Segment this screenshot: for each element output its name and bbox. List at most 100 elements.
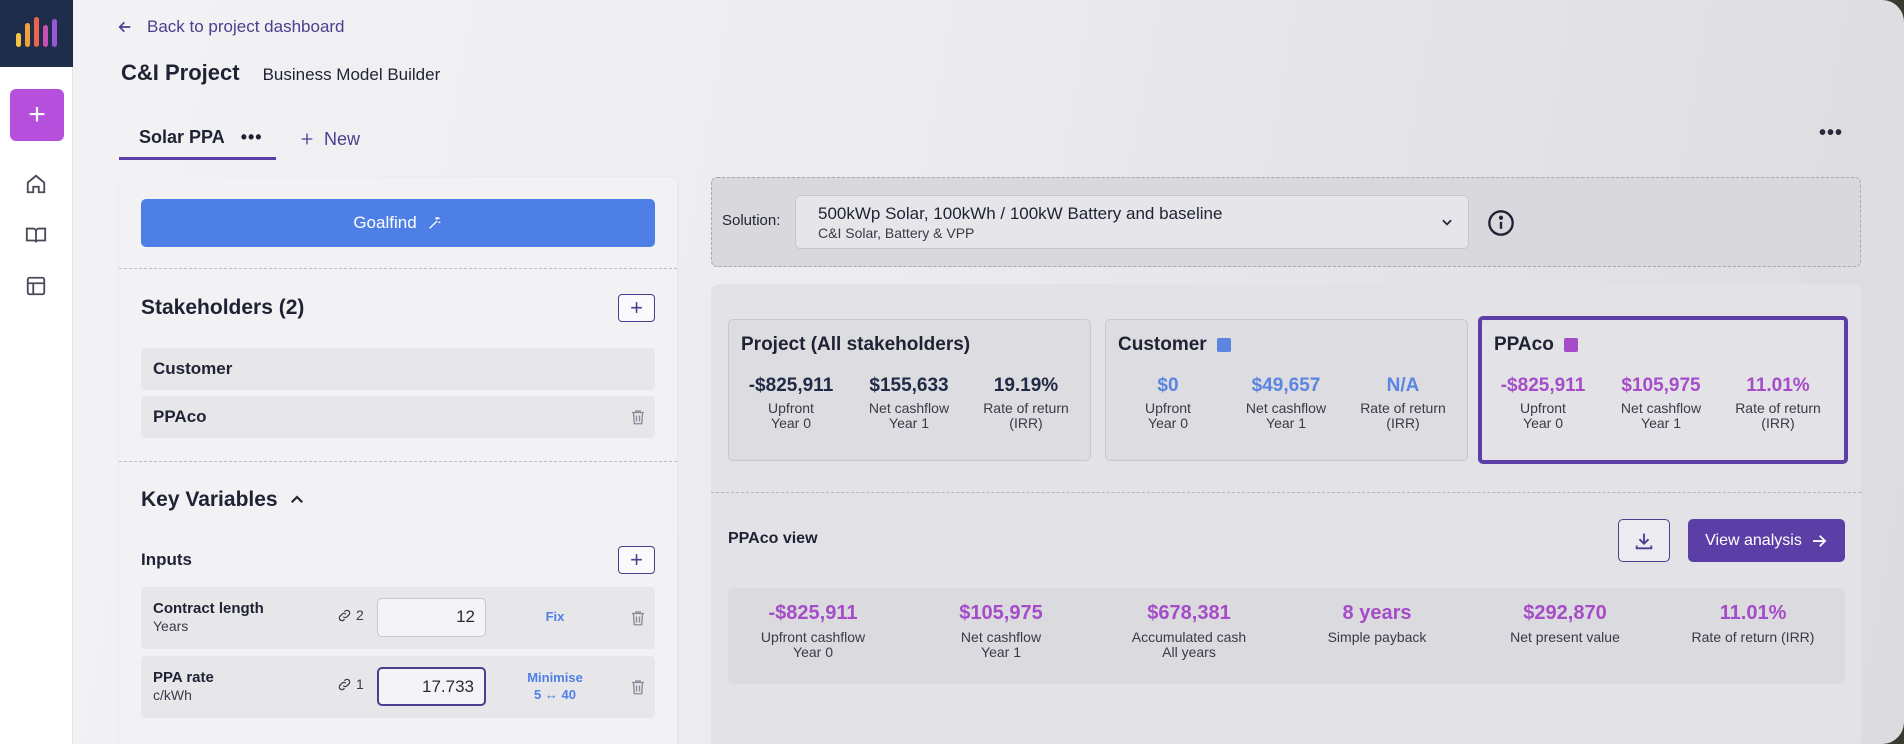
arrow-left-icon (118, 21, 131, 33)
contract-length-input[interactable]: 12 (377, 598, 486, 637)
trash-icon[interactable] (629, 677, 647, 697)
summary-label: Simple payback (1327, 629, 1427, 645)
tab-solar-ppa[interactable]: Solar PPA ••• (119, 118, 276, 160)
create-new-button[interactable]: + (10, 89, 64, 141)
metric-value: $0 (1157, 375, 1179, 396)
metric-value: $49,657 (1251, 375, 1321, 396)
view-title: PPAco view (728, 530, 818, 547)
inputs-title: Inputs (141, 550, 192, 569)
chevron-down-icon (1442, 219, 1452, 226)
metric-value: -$825,911 (1500, 375, 1586, 396)
more-options-icon[interactable]: ••• (1819, 122, 1844, 144)
stakeholder-card-customer[interactable]: Customer $0 Upfront Year 0 $49,657 Net ca… (1105, 319, 1468, 461)
stakeholder-row-ppaco[interactable]: PPAco (141, 396, 655, 438)
metric-label: Net cashflow Year 1 (868, 400, 950, 431)
add-stakeholder-button[interactable]: + (618, 294, 655, 322)
variable-row-contract-length: Contract length Years 2 12 Fix (141, 587, 655, 649)
summary-simple-payback: 8 years Simple payback (1292, 602, 1462, 645)
metric-label: Upfront Year 0 (768, 400, 814, 431)
stakeholder-card-project[interactable]: Project (All stakeholders) -$825,911 Upf… (728, 319, 1091, 461)
summary-value: 11.01% (1719, 602, 1787, 624)
new-tab-label: New (324, 128, 361, 149)
mode-label: Minimise (527, 670, 583, 685)
variable-row-ppa-rate: PPA rate c/kWh 1 17.733 Minimise 5 ↔ 40 (141, 656, 655, 718)
variable-links[interactable]: 1 (337, 676, 364, 692)
summary-irr: 11.01% Rate of return (IRR) (1668, 602, 1838, 645)
mode-label: Fix (545, 609, 565, 624)
results-card: Project (All stakeholders) -$825,911 Upf… (711, 284, 1861, 744)
color-swatch (1563, 338, 1578, 352)
link-icon (338, 609, 351, 621)
goalfind-button[interactable]: Goalfind (141, 199, 655, 247)
book-icon[interactable] (23, 222, 49, 248)
variable-mode-fix[interactable]: Fix (513, 609, 597, 624)
solution-bar: Solution: 500kWp Solar, 100kWh / 100kW B… (711, 177, 1861, 267)
variable-links[interactable]: 2 (337, 607, 364, 623)
summary-value: -$825,911 (768, 602, 858, 624)
card-title: PPAco (1494, 334, 1578, 356)
metric-value: 19.19% (993, 375, 1059, 396)
metric-irr: N/A Rate of return (IRR) (1343, 375, 1463, 431)
stakeholders-title: Stakeholders (2) (141, 296, 305, 319)
tab-more-icon[interactable]: ••• (240, 127, 263, 147)
metric-irr: 19.19% Rate of return (IRR) (966, 375, 1086, 431)
metric-value: $155,633 (869, 375, 949, 396)
stakeholder-name: Customer (153, 359, 233, 378)
view-analysis-label: View analysis (1705, 531, 1802, 549)
variable-mode-minimise[interactable]: Minimise 5 ↔ 40 (513, 670, 597, 702)
variable-unit: Years (153, 618, 189, 634)
card-title: Customer (1118, 334, 1231, 356)
solution-selected: 500kWp Solar, 100kWh / 100kW Battery and… (818, 204, 1223, 223)
key-variables-toggle[interactable]: Key Variables (141, 488, 306, 512)
divider (119, 268, 677, 269)
view-analysis-button[interactable]: View analysis (1688, 519, 1845, 562)
summary-value: 8 years (1342, 602, 1412, 624)
summary-value: $678,381 (1147, 602, 1231, 624)
page-title: C&I Project (121, 60, 240, 85)
card-title-text: Customer (1118, 334, 1207, 355)
new-tab-button[interactable]: New (299, 118, 360, 160)
magic-wand-icon (428, 217, 440, 229)
metric-upfront: -$825,911 Upfront Year 0 (731, 375, 851, 431)
download-button[interactable] (1618, 519, 1670, 562)
stakeholder-card-ppaco[interactable]: PPAco -$825,911 Upfront Year 0 $105,975 N… (1478, 316, 1848, 464)
back-link-label: Back to project dashboard (147, 17, 345, 36)
divider (119, 461, 677, 462)
app-logo[interactable] (0, 0, 73, 67)
trash-icon[interactable] (629, 407, 647, 427)
page-title-row: C&I Project Business Model Builder (121, 60, 440, 86)
solution-select[interactable]: 500kWp Solar, 100kWh / 100kW Battery and… (795, 195, 1469, 249)
card-title: Project (All stakeholders) (741, 334, 970, 356)
left-panel: Goalfind Stakeholders (2) + Customer PPA… (119, 177, 677, 744)
summary-label: Upfront cashflow Year 0 (760, 629, 866, 660)
summary-value: $105,975 (959, 602, 1043, 624)
sidebar: + (0, 0, 73, 744)
stakeholder-row-customer[interactable]: Customer (141, 348, 655, 390)
back-to-dashboard-link[interactable]: Back to project dashboard (117, 16, 345, 38)
metric-label: Upfront Year 0 (1520, 400, 1566, 431)
page-subtitle: Business Model Builder (262, 65, 441, 84)
add-input-button[interactable]: + (618, 546, 655, 574)
metric-value: 11.01% (1746, 375, 1810, 396)
table-icon[interactable] (23, 273, 49, 299)
summary-label: Accumulated cash All years (1131, 629, 1247, 660)
info-icon[interactable] (1487, 209, 1515, 237)
metric-value: $105,975 (1621, 375, 1701, 396)
metric-net-cashflow: $105,975 Net cashflow Year 1 (1601, 375, 1721, 431)
goalfind-label: Goalfind (353, 213, 417, 232)
tab-label: Solar PPA (139, 127, 225, 147)
metric-net-cashflow: $49,657 Net cashflow Year 1 (1226, 375, 1346, 431)
download-icon (1635, 533, 1653, 549)
key-variables-title: Key Variables (141, 488, 278, 511)
summary-value: $292,870 (1523, 602, 1607, 624)
mode-range: 5 ↔ 40 (534, 687, 576, 702)
home-icon[interactable] (23, 171, 49, 197)
link-icon (338, 678, 351, 690)
metric-value: N/A (1386, 375, 1420, 396)
metric-net-cashflow: $155,633 Net cashflow Year 1 (849, 375, 969, 431)
trash-icon[interactable] (629, 608, 647, 628)
ppa-rate-input[interactable]: 17.733 (377, 667, 486, 706)
metric-label: Net cashflow Year 1 (1245, 400, 1327, 431)
summary-net-present-value: $292,870 Net present value (1480, 602, 1650, 645)
